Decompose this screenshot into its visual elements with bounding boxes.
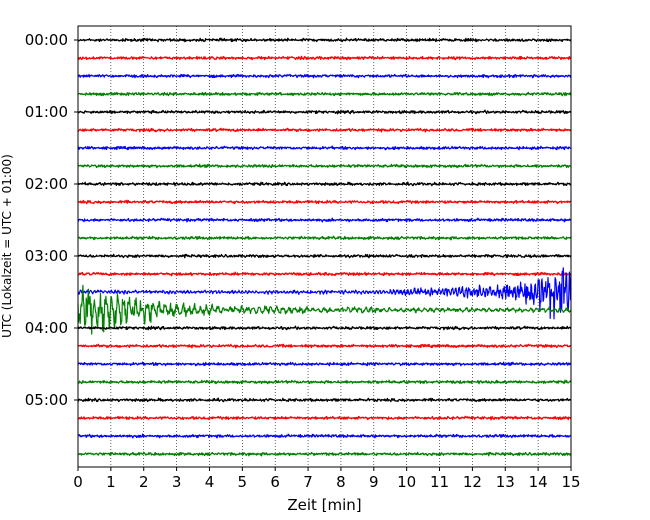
x-tick-label: 9: [369, 473, 379, 491]
trace-row-0400: [77, 325, 572, 331]
trace-row-0215: [77, 199, 572, 205]
traces-layer: [77, 37, 572, 457]
trace-row-0100: [77, 109, 572, 115]
x-tick-label: 8: [336, 473, 346, 491]
trace-row-0000: [77, 37, 572, 43]
x-axis: 0 1 2 3 4 5 6 7 8 9 10 11 12 13 14 15: [73, 467, 581, 491]
trace-row-0430: [77, 361, 572, 367]
trace-row-0315: [77, 271, 572, 277]
x-tick-label: 0: [73, 473, 83, 491]
x-tick-label: 11: [430, 473, 449, 491]
y-axis-label: UTC (Lokalzeit = UTC + 01:00): [0, 154, 14, 338]
x-tick-label: 12: [463, 473, 482, 491]
trace-row-0445: [77, 379, 572, 385]
trace-row-0130: [77, 145, 572, 151]
x-tick-label: 6: [270, 473, 280, 491]
y-tick-label: 02:00: [25, 175, 68, 193]
trace-row-0530: [77, 433, 572, 439]
y-tick-label: 05:00: [25, 391, 68, 409]
trace-row-0015: [77, 55, 572, 61]
trace-row-0330: [77, 267, 572, 320]
trace-row-0500: [77, 397, 572, 403]
y-tick-label: 01:00: [25, 103, 68, 121]
trace-row-0115: [77, 127, 572, 133]
x-axis-label: Zeit [min]: [287, 496, 361, 514]
x-tick-label: 10: [397, 473, 416, 491]
plot-frame: [77, 25, 572, 468]
x-tick-label: 5: [238, 473, 248, 491]
x-tick-label: 7: [303, 473, 313, 491]
y-axis: 00:00 01:00 02:00 03:00 04:00 05:00: [25, 31, 78, 409]
y-tick-label: 00:00: [25, 31, 68, 49]
x-tick-label: 2: [139, 473, 149, 491]
trace-row-0145: [77, 163, 572, 169]
y-tick-label: 03:00: [25, 247, 68, 265]
y-tick-label: 04:00: [25, 319, 68, 337]
x-tick-label: 14: [529, 473, 548, 491]
trace-row-0515: [77, 415, 572, 421]
trace-row-0545: [77, 451, 572, 457]
trace-row-0030: [77, 73, 572, 79]
trace-row-0300: [77, 253, 572, 259]
x-tick-label: 1: [106, 473, 116, 491]
x-tick-label: 3: [172, 473, 182, 491]
trace-row-0230: [77, 217, 572, 223]
trace-row-0245: [77, 235, 572, 241]
trace-row-0415: [77, 343, 572, 349]
trace-row-0045: [77, 91, 572, 97]
trace-row-0345: [77, 284, 572, 335]
x-tick-label: 4: [205, 473, 215, 491]
trace-row-0200: [77, 181, 572, 187]
x-tick-label: 13: [496, 473, 515, 491]
x-tick-label: 15: [561, 473, 580, 491]
